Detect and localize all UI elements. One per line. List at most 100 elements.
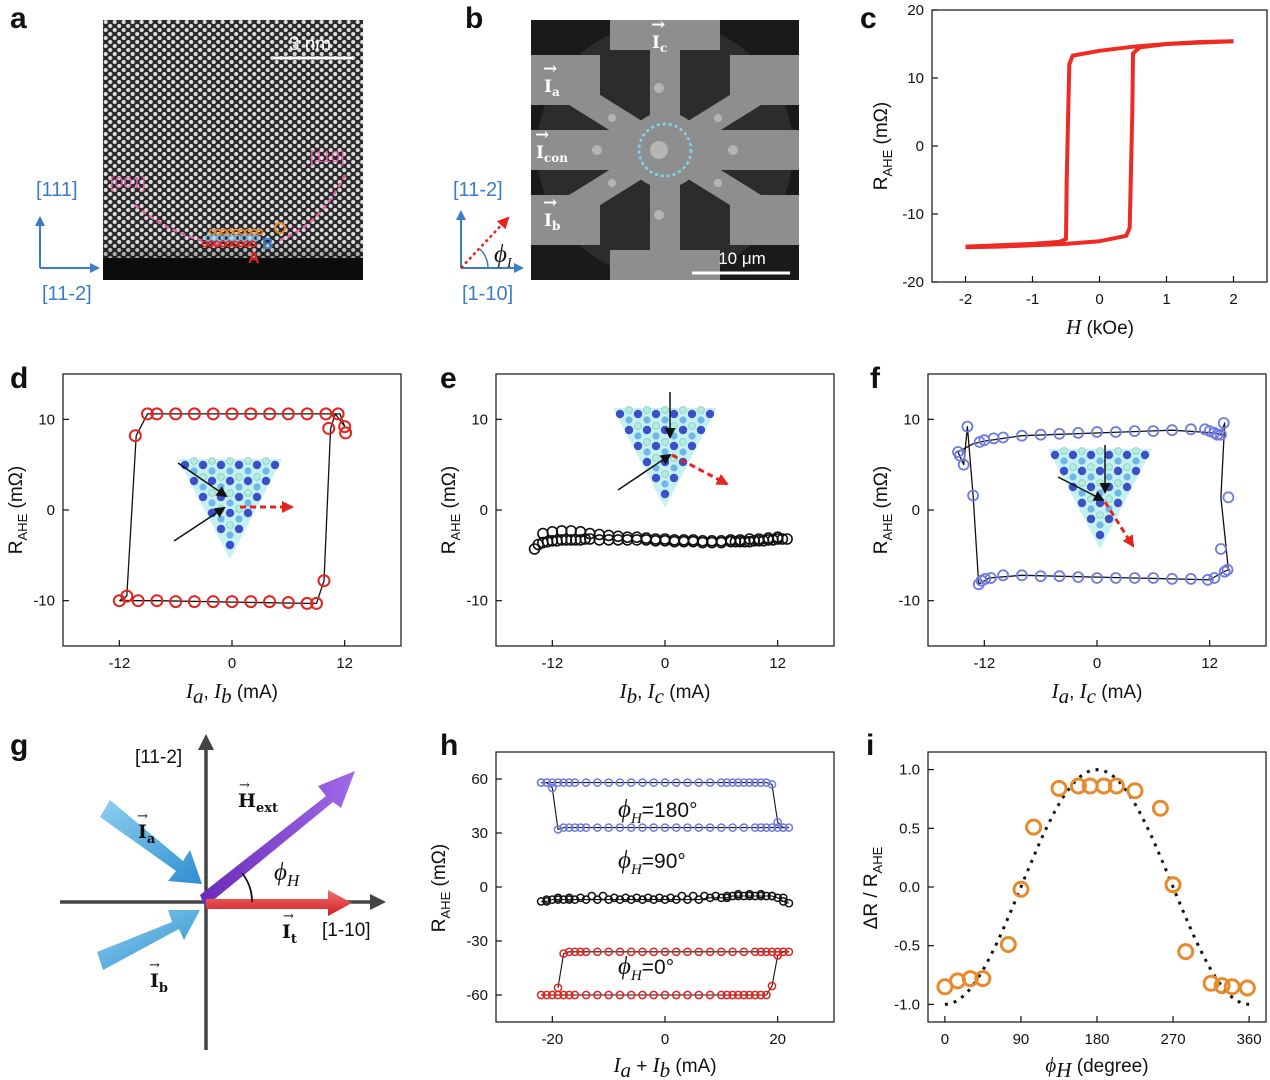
data-point bbox=[716, 778, 726, 787]
annot-phi-90: ϕH=90° bbox=[618, 847, 686, 878]
data-point bbox=[263, 595, 277, 609]
ylabel-c: RAHE (mΩ) bbox=[871, 102, 895, 190]
stacking-atom bbox=[222, 234, 230, 242]
atom-dot bbox=[660, 425, 670, 435]
data-point bbox=[671, 823, 681, 832]
data-point bbox=[987, 432, 1000, 445]
atom-dot bbox=[705, 409, 715, 419]
data-point bbox=[733, 889, 743, 899]
data-point bbox=[767, 823, 777, 832]
facet-right-label: [110] bbox=[310, 149, 344, 166]
facet-left-line bbox=[134, 204, 221, 247]
atom-dot bbox=[1095, 530, 1105, 540]
atom-dot bbox=[1096, 447, 1104, 455]
atom-dot bbox=[661, 416, 669, 424]
data-point bbox=[225, 595, 239, 609]
data-point bbox=[564, 990, 574, 1000]
data-point bbox=[131, 594, 145, 608]
atom-dot bbox=[661, 406, 669, 414]
y-tick-label: 1.0 bbox=[899, 762, 920, 779]
data-point bbox=[750, 947, 760, 957]
atom-dot bbox=[1087, 463, 1095, 471]
stacking-atom bbox=[214, 228, 222, 236]
data-point bbox=[694, 990, 704, 1000]
data-point bbox=[1199, 423, 1211, 436]
data-point bbox=[716, 990, 726, 1000]
data-point bbox=[244, 407, 258, 421]
data-point bbox=[1202, 974, 1220, 992]
atom-dot bbox=[1132, 447, 1140, 455]
atom-dot bbox=[225, 508, 235, 518]
ylabel-e: RAHE (mΩ) bbox=[439, 466, 463, 554]
atom-dot bbox=[198, 492, 208, 502]
substrate-region bbox=[103, 258, 363, 280]
data-point bbox=[626, 778, 636, 787]
data-h bbox=[536, 778, 794, 1000]
stacking-atom bbox=[232, 228, 240, 236]
xlabel-d: Ia, Ib (mA) bbox=[185, 679, 278, 708]
data-point bbox=[1053, 427, 1066, 440]
data-point bbox=[547, 778, 557, 787]
data-point bbox=[1222, 491, 1235, 504]
data-point bbox=[739, 778, 749, 787]
xlabel-e: Ib, Ic (mA) bbox=[619, 679, 711, 708]
data-point bbox=[722, 778, 732, 787]
data-point bbox=[771, 531, 784, 544]
data-point bbox=[1147, 572, 1160, 584]
facet-right-line bbox=[279, 174, 347, 242]
y-tick-label: 10 bbox=[903, 411, 920, 428]
atom-dot bbox=[679, 438, 687, 446]
it-arrow bbox=[206, 890, 352, 916]
atom-dot bbox=[226, 467, 234, 475]
data-point bbox=[300, 407, 314, 421]
data-point bbox=[660, 895, 670, 904]
ylabel-h: RAHE (mΩ) bbox=[429, 844, 453, 932]
data-point bbox=[767, 947, 777, 957]
atom-dot bbox=[1096, 521, 1104, 529]
atom-dot bbox=[216, 524, 226, 534]
atom-dot bbox=[679, 406, 687, 414]
atom-dot bbox=[207, 476, 217, 486]
atom-dot bbox=[190, 457, 198, 465]
data-point bbox=[683, 990, 692, 1000]
atom-dot bbox=[253, 483, 261, 491]
atom-dot bbox=[669, 409, 679, 419]
data-point bbox=[319, 407, 333, 421]
stacking-atom bbox=[231, 240, 239, 248]
data-point bbox=[739, 990, 749, 1000]
data-point bbox=[973, 436, 986, 448]
atom-dot bbox=[1096, 489, 1104, 497]
atom-dot bbox=[687, 409, 697, 419]
y-tick-label: -10 bbox=[33, 593, 55, 610]
atom-dot bbox=[660, 489, 670, 499]
data-point bbox=[1221, 563, 1234, 576]
atom-dot bbox=[235, 483, 243, 491]
y-tick-label: -10 bbox=[902, 206, 924, 223]
data-point bbox=[778, 897, 788, 906]
data-point bbox=[1012, 880, 1030, 898]
data-point bbox=[649, 823, 659, 832]
atom-dot bbox=[651, 473, 661, 483]
label-ia: Ia → bbox=[543, 59, 560, 99]
data-point bbox=[745, 778, 754, 787]
atom-dot bbox=[625, 406, 633, 414]
svg-text:Ib: Ib bbox=[150, 970, 168, 996]
ylabel-f: RAHE (mΩ) bbox=[871, 466, 895, 554]
data-point bbox=[609, 893, 619, 903]
data-point bbox=[593, 778, 602, 787]
atom-dot bbox=[1087, 495, 1095, 503]
data-point bbox=[1128, 572, 1141, 584]
atom-dot bbox=[189, 476, 199, 486]
x-tick-label: -12 bbox=[108, 655, 130, 672]
atom-dot bbox=[670, 464, 678, 472]
atom-dot bbox=[1086, 450, 1096, 460]
series-line bbox=[541, 782, 789, 829]
data-point bbox=[244, 595, 258, 609]
svg-text:Icon: Icon bbox=[536, 143, 568, 165]
stacking-atom bbox=[226, 228, 234, 236]
series-line bbox=[541, 782, 789, 830]
data-point bbox=[570, 990, 580, 1000]
data-point bbox=[957, 458, 970, 471]
atom-dot bbox=[1059, 466, 1069, 476]
data-point bbox=[576, 893, 585, 903]
